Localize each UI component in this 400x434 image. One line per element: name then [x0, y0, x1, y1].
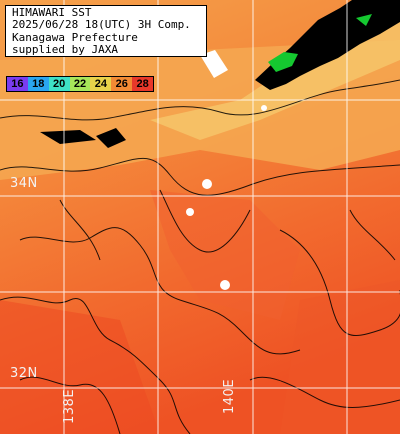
land-strip-west — [40, 130, 96, 144]
map-title-box: HIMAWARI SST 2025/06/28 18(UTC) 3H Comp.… — [5, 5, 207, 57]
colorbar-segment-26: 26 — [111, 77, 133, 91]
lat-label-32n: 32N — [10, 366, 38, 381]
colorbar-segment-22: 22 — [69, 77, 91, 91]
land-green-patch — [268, 52, 298, 72]
cloud-mask-1 — [200, 50, 228, 78]
title-line-product: HIMAWARI SST — [12, 7, 92, 19]
lat-label-34n: 34N — [10, 176, 38, 191]
title-line-credit: supplied by JAXA — [12, 43, 118, 56]
lon-label-138e: 138E — [62, 388, 77, 424]
island-white-3 — [186, 208, 194, 216]
colorbar-segment-18: 18 — [27, 77, 49, 91]
warm-patch-southeast — [280, 280, 400, 434]
island-white-4 — [261, 105, 267, 111]
land-strip-west-2 — [96, 128, 126, 148]
island-white-1 — [202, 179, 212, 189]
colorbar-segment-28: 28 — [132, 77, 154, 91]
sst-colorbar: 16 18 20 22 24 26 28 — [6, 76, 154, 92]
colorbar-segment-20: 20 — [48, 77, 70, 91]
title-line-region: Kanagawa Prefecture — [12, 31, 138, 44]
warm-patch-southwest — [0, 300, 160, 434]
land-green-patch-2 — [356, 14, 372, 26]
colorbar-segment-24: 24 — [90, 77, 112, 91]
title-line-timestamp: 2025/06/28 18(UTC) 3H Comp. — [12, 19, 191, 32]
island-white-2 — [220, 280, 230, 290]
lon-label-140e: 140E — [222, 378, 237, 414]
sst-contours — [0, 79, 400, 434]
colorbar-segment-16: 16 — [7, 77, 28, 91]
warm-patch-central — [150, 190, 300, 320]
